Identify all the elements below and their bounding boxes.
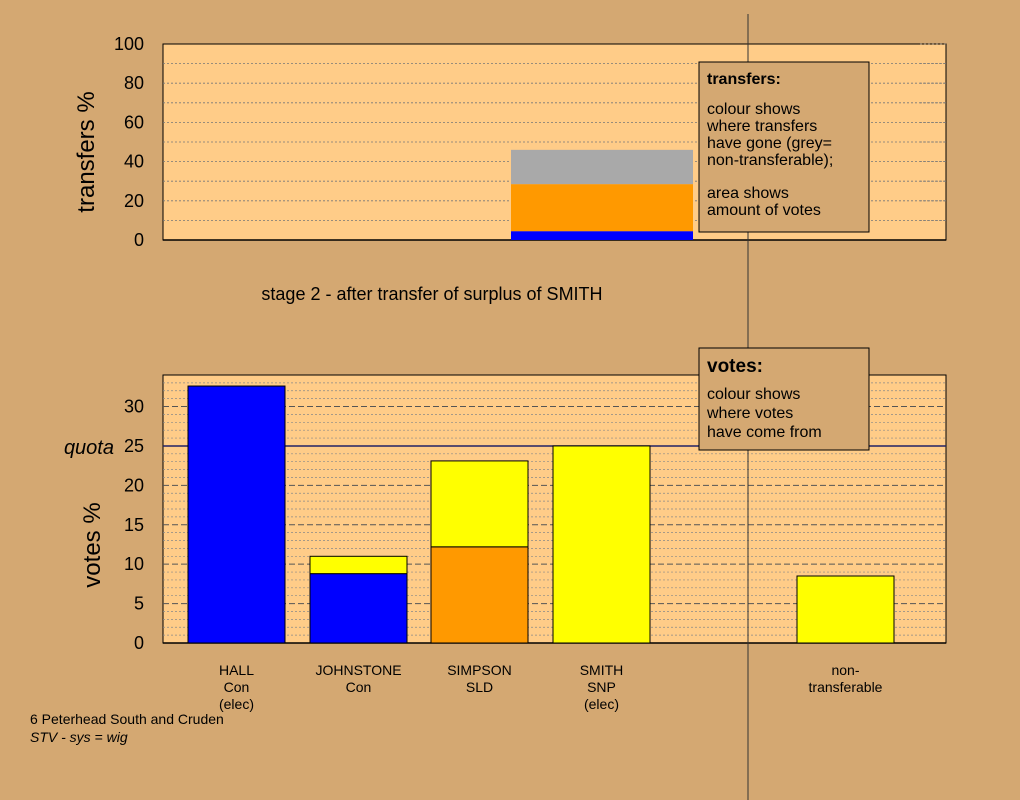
- legend-box-text: non-transferable);: [707, 152, 833, 169]
- legend-box-text: where transfers: [706, 118, 817, 135]
- vote-bar-segment: [309, 555, 408, 575]
- y-tick-label: 40: [124, 152, 144, 172]
- transfer-bar-segment: [511, 149, 693, 185]
- legend-box-text: colour shows: [707, 386, 800, 403]
- vote-bar-segment: [552, 445, 651, 644]
- candidate-label: non-: [831, 662, 859, 678]
- vote-bar-segment: [187, 385, 286, 644]
- y-axis-title: transfers %: [73, 91, 100, 212]
- candidate-label: SMITH: [580, 662, 624, 678]
- candidate-label: transferable: [809, 679, 883, 695]
- vote-bar-segment: [796, 575, 895, 644]
- legend-box-text: amount of votes: [707, 202, 821, 219]
- candidate-label: Con: [224, 679, 250, 695]
- candidate-label: SLD: [466, 679, 493, 695]
- votes-legend-box: votes: colour shows where votes have come f…: [698, 347, 870, 451]
- y-tick-label: 5: [134, 594, 144, 614]
- y-tick-label: 15: [124, 515, 144, 535]
- candidate-label: HALL: [219, 662, 254, 678]
- candidate-label: JOHNSTONE: [315, 662, 401, 678]
- y-tick-label: 60: [124, 112, 144, 132]
- candidate-label: (elec): [219, 696, 254, 712]
- legend-box-text: area shows: [707, 185, 789, 202]
- legend-box-frame: [698, 347, 870, 451]
- y-tick-label: 30: [124, 397, 144, 417]
- y-tick-label: 25: [124, 436, 144, 456]
- vote-bar-segment: [430, 460, 529, 548]
- legend-box-text: colour shows: [707, 101, 800, 118]
- quota-label: quota: [64, 437, 114, 459]
- candidate-label: Con: [346, 679, 372, 695]
- vote-bar-segment: [309, 573, 408, 644]
- candidate-label: SIMPSON: [447, 662, 512, 678]
- footer-constituency: 6 Peterhead South and Cruden: [30, 711, 224, 727]
- y-tick-label: 20: [124, 191, 144, 211]
- legend-box-text: have gone (grey=: [707, 135, 832, 152]
- transfer-bar-segment: [511, 231, 693, 240]
- legend-box-text: where votes: [706, 405, 793, 422]
- transfer-bar-segment: [511, 184, 693, 232]
- y-tick-label: 100: [114, 34, 144, 54]
- legend-box-title: transfers:: [707, 71, 781, 88]
- stage-caption: stage 2 - after transfer of surplus of S…: [261, 284, 602, 304]
- candidate-label: SNP: [587, 679, 616, 695]
- candidate-label: (elec): [584, 696, 619, 712]
- legend-box-text: have come from: [707, 424, 822, 441]
- footer-system: STV - sys = wig: [30, 729, 128, 745]
- legend-box-title: votes:: [707, 356, 763, 377]
- legend-box-frame: [698, 61, 870, 233]
- y-tick-label: 10: [124, 554, 144, 574]
- y-tick-label: 20: [124, 475, 144, 495]
- y-tick-label: 0: [134, 633, 144, 653]
- y-tick-label: 0: [134, 230, 144, 250]
- vote-bar-segment: [430, 546, 529, 644]
- y-tick-label: 80: [124, 73, 144, 93]
- y-axis-title: votes %: [79, 502, 106, 587]
